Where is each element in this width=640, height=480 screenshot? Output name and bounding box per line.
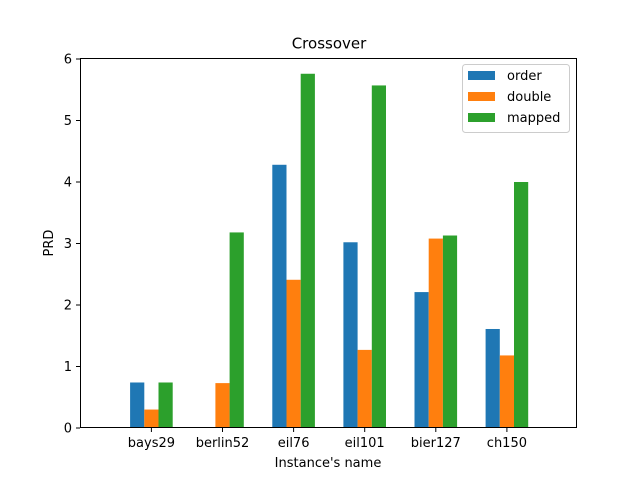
x-tick-label: eil76 bbox=[278, 436, 310, 451]
bar-double-ch150 bbox=[499, 355, 514, 428]
bar-order-bays29 bbox=[130, 382, 145, 428]
y-tick-label: 6 bbox=[64, 53, 72, 68]
legend-swatch-order bbox=[468, 71, 495, 80]
bar-double-bays29 bbox=[144, 409, 159, 428]
x-axis-label: Instance's name bbox=[275, 456, 382, 471]
legend-label-order: order bbox=[507, 69, 542, 84]
y-tick-label: 2 bbox=[64, 299, 72, 314]
y-tick-label: 3 bbox=[64, 237, 72, 252]
x-tick-label: berlin52 bbox=[196, 436, 250, 451]
bar-order-ch150 bbox=[485, 328, 500, 428]
legend-label-mapped: mapped bbox=[507, 111, 560, 126]
y-tick-label: 4 bbox=[64, 176, 72, 191]
bar-mapped-eil101 bbox=[371, 85, 386, 428]
bar-mapped-ch150 bbox=[514, 182, 529, 428]
y-axis-label: PRD bbox=[42, 230, 57, 257]
y-tick-label: 5 bbox=[64, 114, 72, 129]
bar-double-eil101 bbox=[357, 349, 372, 428]
plot-frame bbox=[80, 58, 577, 428]
chart-title: Crossover bbox=[292, 35, 367, 53]
bar-double-berlin52 bbox=[215, 383, 230, 428]
legend-swatch-mapped bbox=[468, 113, 495, 122]
x-tick-label: eil101 bbox=[345, 436, 385, 451]
x-tick-label: bays29 bbox=[128, 436, 175, 451]
bar-mapped-eil76 bbox=[300, 73, 315, 428]
bar-mapped-berlin52 bbox=[229, 232, 244, 428]
bar-order-eil101 bbox=[343, 242, 358, 428]
bar-mapped-bier127 bbox=[442, 235, 458, 428]
x-tick-label: bier127 bbox=[411, 436, 461, 451]
x-tick-label: ch150 bbox=[487, 436, 527, 451]
y-tick-label: 0 bbox=[64, 422, 72, 437]
legend-label-double: double bbox=[507, 90, 551, 105]
bar-order-eil76 bbox=[272, 164, 287, 428]
legend-swatch-double bbox=[468, 92, 495, 101]
x-axis: bays29 berlin52 eil76 eil101 bier127 ch150 bbox=[128, 428, 527, 451]
legend: order double mapped bbox=[462, 64, 570, 133]
bar-double-bier127 bbox=[428, 238, 443, 428]
y-tick-label: 1 bbox=[64, 360, 72, 375]
bar-group bbox=[130, 73, 529, 428]
bar-mapped-bays29 bbox=[158, 382, 173, 428]
bar-double-eil76 bbox=[286, 279, 301, 428]
bar-order-bier127 bbox=[414, 292, 429, 428]
y-axis: 0 1 2 3 4 5 6 bbox=[64, 53, 80, 437]
